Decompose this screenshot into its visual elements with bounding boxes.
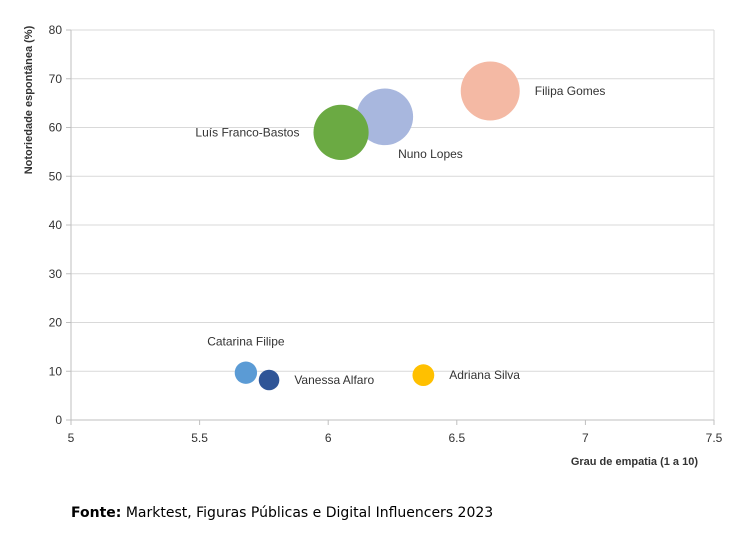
bubble-point: [412, 364, 435, 387]
data-label: Catarina Filipe: [207, 335, 285, 349]
y-tick-label: 10: [49, 364, 63, 378]
source-label: Fonte:: [71, 505, 122, 521]
y-tick-label: 0: [55, 413, 62, 427]
data-label: Luís Franco-Bastos: [195, 125, 299, 139]
data-label: Vanessa Alfaro: [294, 373, 374, 387]
x-tick-label: 6: [325, 431, 332, 445]
y-tick-label: 80: [49, 23, 63, 37]
source-text: Marktest, Figuras Públicas e Digital Inf…: [121, 505, 494, 521]
data-label: Nuno Lopes: [398, 147, 463, 161]
data-label: Adriana Silva: [449, 368, 520, 382]
y-tick-label: 30: [49, 267, 63, 281]
x-tick-label: 6.5: [448, 431, 465, 445]
x-tick-label: 7.5: [706, 431, 723, 445]
y-tick-label: 60: [49, 121, 63, 135]
x-tick-label: 5: [68, 431, 75, 445]
source-note: Fonte: Marktest, Figuras Públicas e Digi…: [71, 505, 493, 521]
bubble-chart: 0 10 20 30 40 50 60 70 80 5 5.5 6 6.5 7 7.5 Filipa Go…: [23, 23, 723, 468]
y-tick-labels: 0 10 20 30 40 50 60 70 80: [49, 23, 63, 427]
bubbles: [234, 61, 520, 391]
bubble-point: [234, 361, 258, 384]
y-axis-title: Notoriedade espontânea (%): [23, 25, 35, 174]
y-tick-label: 20: [49, 316, 63, 330]
axes: [70, 30, 715, 425]
bubble-point: [356, 88, 414, 146]
bubble-point: [258, 369, 280, 391]
gridlines: [66, 29, 715, 421]
y-tick-label: 70: [49, 72, 63, 86]
bubble-point: [460, 61, 520, 121]
bubble-point: [313, 104, 369, 160]
point-labels: Filipa Gomes Nuno Lopes Luís Franco-Bastos…: [195, 84, 605, 387]
y-tick-label: 40: [49, 218, 63, 232]
x-tick-label: 7: [582, 431, 589, 445]
x-tick-label: 5.5: [191, 431, 208, 445]
x-tick-labels: 5 5.5 6 6.5 7 7.5: [68, 431, 723, 445]
y-tick-label: 50: [49, 169, 63, 183]
data-label: Filipa Gomes: [535, 84, 606, 98]
x-axis-title: Grau de empatia (1 a 10): [571, 456, 698, 468]
